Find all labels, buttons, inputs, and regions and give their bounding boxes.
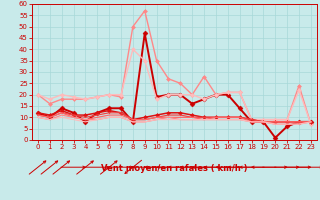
X-axis label: Vent moyen/en rafales ( km/h ): Vent moyen/en rafales ( km/h ) [101, 164, 248, 173]
